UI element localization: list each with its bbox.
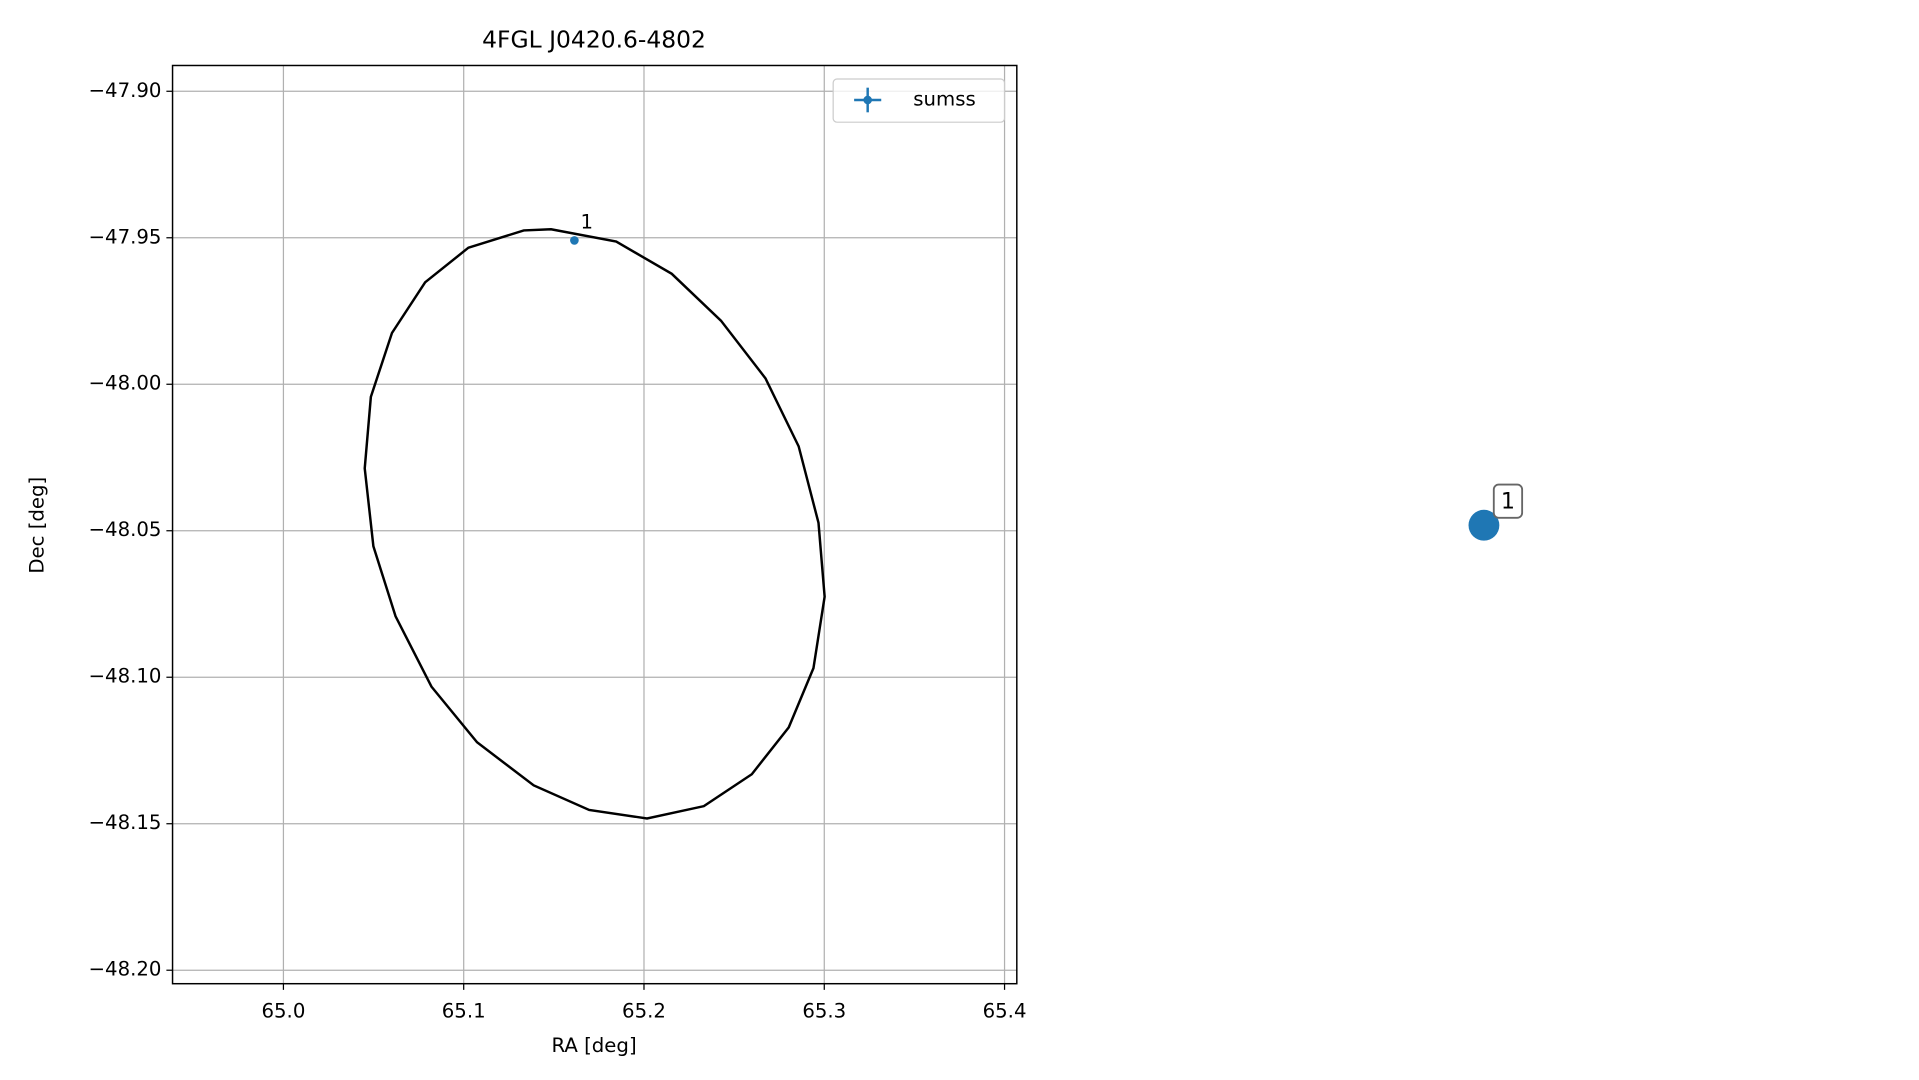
chart-title: 4FGL J0420.6-4802 xyxy=(482,25,706,53)
x-axis-label: RA [deg] xyxy=(551,1034,636,1057)
error-ellipse xyxy=(363,228,826,820)
y-tick-label: −48.05 xyxy=(89,518,162,541)
x-tick-label: 65.4 xyxy=(983,1000,1027,1023)
node-label: 1 xyxy=(1501,488,1515,514)
plot-frame xyxy=(171,64,1018,985)
y-tick-label: −47.90 xyxy=(89,79,162,102)
x-tick-label: 65.2 xyxy=(622,1000,666,1023)
point-label: 1 xyxy=(581,211,594,234)
y-axis-label: Dec [deg] xyxy=(26,477,49,574)
y-tick-label: −47.95 xyxy=(89,225,162,248)
legend-marker xyxy=(863,95,872,105)
y-tick-label: −48.20 xyxy=(89,958,162,981)
data-point xyxy=(570,236,579,245)
legend-box xyxy=(832,78,1006,123)
y-tick-label: −48.00 xyxy=(89,372,162,395)
legend-label: sumss xyxy=(913,87,975,110)
y-tick-label: −48.15 xyxy=(89,811,162,834)
node-label-box xyxy=(1492,483,1524,519)
x-tick-label: 65.0 xyxy=(261,1000,305,1023)
graph-node xyxy=(1468,509,1500,541)
y-tick-label: −48.10 xyxy=(89,665,162,688)
x-tick-label: 65.1 xyxy=(442,1000,486,1023)
x-tick-label: 65.3 xyxy=(802,1000,846,1023)
